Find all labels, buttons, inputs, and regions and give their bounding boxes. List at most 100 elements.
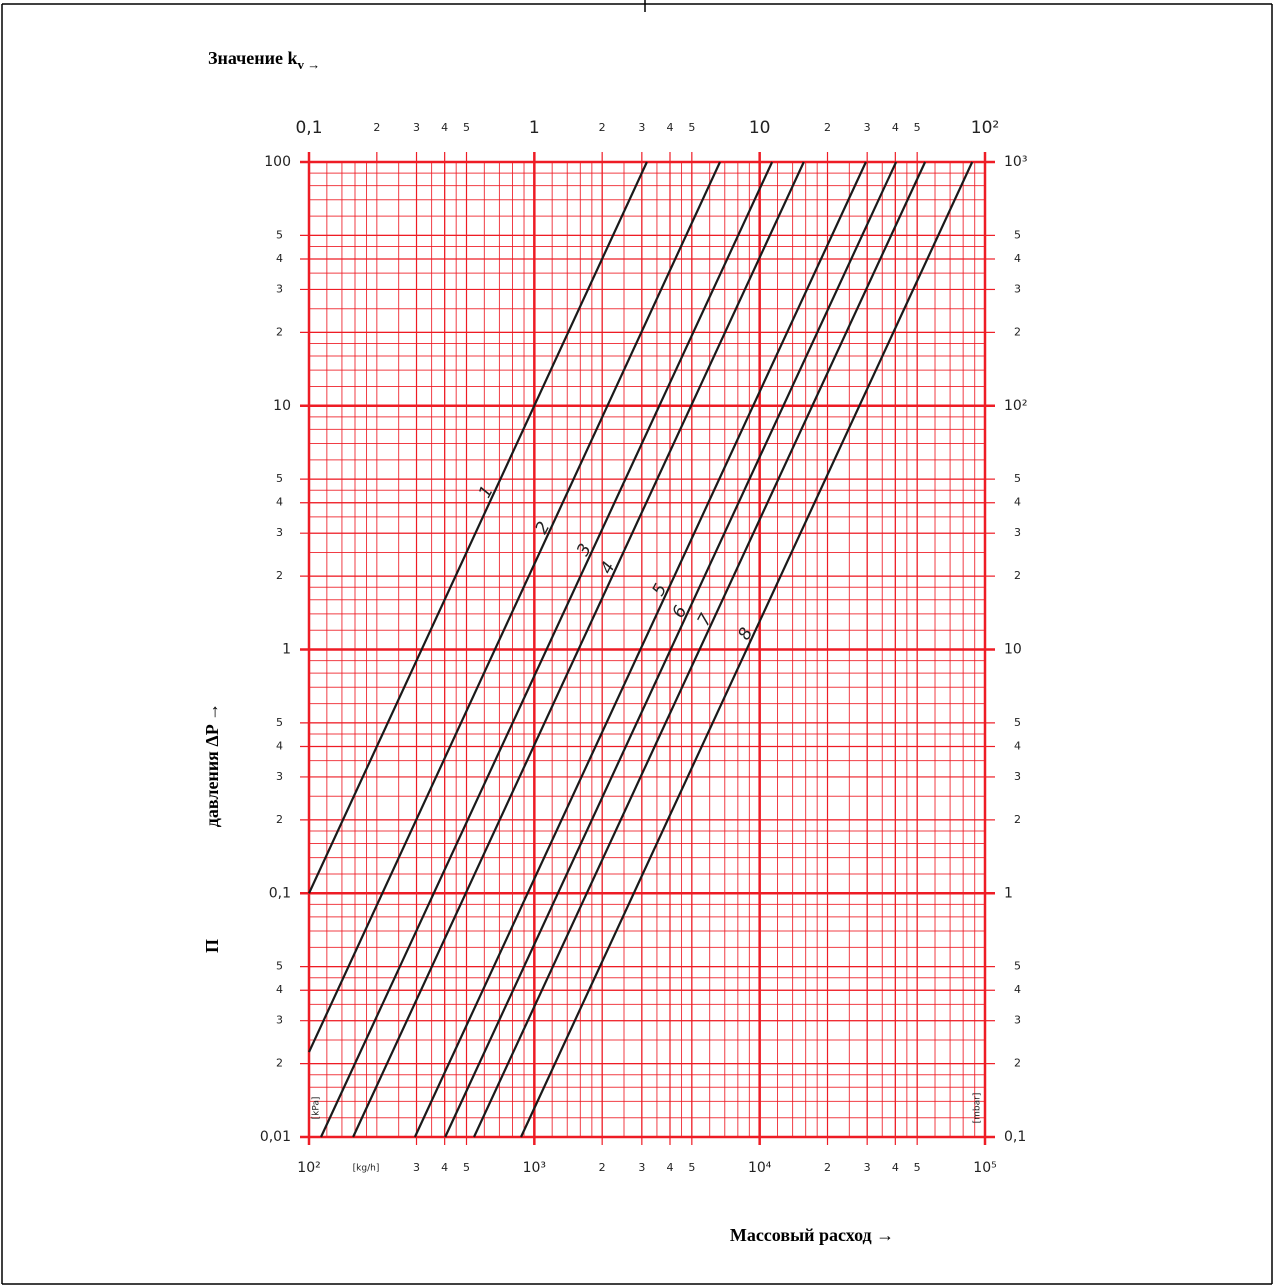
y-tick-label: 4 [276, 496, 283, 509]
y-tick-label: 5 [276, 472, 283, 485]
y2-unit: [mbar] [973, 1093, 983, 1124]
x2-tick-label: 4 [441, 121, 448, 134]
curve-label: 5 [649, 581, 672, 600]
y-tick-label: 100 [264, 154, 291, 170]
x2-tick-label: 4 [892, 121, 899, 134]
y-unit: [kPa] [312, 1097, 322, 1120]
y-tick-label: 0,01 [260, 1129, 291, 1145]
y2-tick-label: 10 [1004, 642, 1022, 658]
x-tick-label: 4 [666, 1161, 673, 1174]
x2-tick-label: 2 [824, 121, 831, 134]
y-tick-label: 2 [276, 813, 283, 826]
y-tick-label: 3 [276, 282, 283, 295]
y2-tick-label: 3 [1014, 770, 1021, 783]
x-tick-label: 5 [914, 1161, 921, 1174]
x-tick-label: 5 [463, 1161, 470, 1174]
y-tick-label: 10 [273, 398, 291, 414]
x2-tick-label: 5 [463, 121, 470, 134]
y2-tick-label: 5 [1014, 472, 1021, 485]
y-tick-label: 5 [276, 228, 283, 241]
x-tick-label: 5 [688, 1161, 695, 1174]
curve-label: 6 [669, 602, 692, 621]
x-tick-label: 10³ [523, 1160, 546, 1176]
x2-tick-label: 10 [749, 118, 771, 138]
y2-tick-label: 3 [1014, 282, 1021, 295]
x-tick-label: 3 [864, 1161, 871, 1174]
y-tick-label: 5 [276, 960, 283, 973]
lines [308, 161, 974, 1138]
y2-tick-label: 0,1 [1004, 1129, 1026, 1145]
x-tick-label: 2 [824, 1161, 831, 1174]
y2-tick-label: 3 [1014, 1014, 1021, 1027]
curve [352, 161, 805, 1138]
y2-tick-label: 2 [1014, 813, 1021, 826]
y-tick-label: 3 [276, 526, 283, 539]
y2-tick-label: 2 [1014, 569, 1021, 582]
curve [308, 161, 721, 1053]
x2-tick-label: 2 [373, 121, 380, 134]
y-tick-label: 4 [276, 983, 283, 996]
x2-tick-label: 4 [666, 121, 673, 134]
x-tick-label: 3 [638, 1161, 645, 1174]
x-tick-label: 3 [413, 1161, 420, 1174]
y-tick-label: 5 [276, 716, 283, 729]
x2-tick-label: 5 [688, 121, 695, 134]
y-tick-label: 2 [276, 325, 283, 338]
x2-tick-label: 1 [529, 118, 540, 138]
x2-tick-label: 10² [971, 118, 999, 138]
x2-tick-label: 3 [413, 121, 420, 134]
curve [320, 161, 774, 1138]
y2-tick-label: 4 [1014, 252, 1021, 265]
y2-tick-label: 1 [1004, 885, 1013, 901]
curve-label: 7 [694, 610, 717, 629]
x-tick-label: 4 [892, 1161, 899, 1174]
x-tick-label: 2 [599, 1161, 606, 1174]
y-axis-title: давления ΔP → [202, 703, 222, 827]
y2-tick-label: 10³ [1004, 154, 1027, 170]
y-axis-title-prefix: П [202, 939, 222, 953]
y-tick-label: 4 [276, 739, 283, 752]
x2-axis-title-sub: v → [298, 57, 321, 72]
curve-label: 4 [597, 559, 620, 578]
y-tick-label: 2 [276, 1057, 283, 1070]
y-tick-label: 3 [276, 1014, 283, 1027]
x-tick-label: 4 [441, 1161, 448, 1174]
y2-tick-label: 4 [1014, 983, 1021, 996]
y2-tick-label: 3 [1014, 526, 1021, 539]
grid [300, 152, 995, 1145]
y2-tick-label: 2 [1014, 325, 1021, 338]
curve [308, 161, 648, 894]
curve-label: 1 [475, 483, 498, 502]
y2-tick-label: 4 [1014, 739, 1021, 752]
x-tick-label: 10⁴ [748, 1160, 772, 1176]
x2-tick-label: 3 [638, 121, 645, 134]
curve [520, 161, 974, 1138]
y-tick-label: 0,1 [269, 885, 291, 901]
curve [473, 161, 927, 1138]
y-tick-label: 4 [276, 252, 283, 265]
x2-tick-label: 3 [864, 121, 871, 134]
y2-tick-label: 5 [1014, 228, 1021, 241]
curve [413, 161, 867, 1138]
x-tick-label: 10² [297, 1160, 320, 1176]
x2-axis-title: Значение kv → [208, 48, 320, 72]
x2-tick-label: 5 [914, 121, 921, 134]
y2-tick-label: 5 [1014, 716, 1021, 729]
x2-tick-label: 0,1 [295, 118, 322, 138]
y2-tick-label: 2 [1014, 1057, 1021, 1070]
y-tick-label: 2 [276, 569, 283, 582]
x-unit: [kg/h] [353, 1164, 380, 1174]
x2-axis-title-main: Значение k [208, 48, 298, 68]
y-tick-label: 1 [282, 642, 291, 658]
curve-label: 3 [573, 541, 596, 560]
x2-tick-label: 2 [599, 121, 606, 134]
y2-tick-label: 4 [1014, 496, 1021, 509]
curve [444, 161, 898, 1138]
y-tick-label: 3 [276, 770, 283, 783]
x-axis-title: Массовый расход → [730, 1225, 894, 1245]
y2-tick-label: 5 [1014, 960, 1021, 973]
x-tick-label: 10⁵ [973, 1160, 996, 1176]
